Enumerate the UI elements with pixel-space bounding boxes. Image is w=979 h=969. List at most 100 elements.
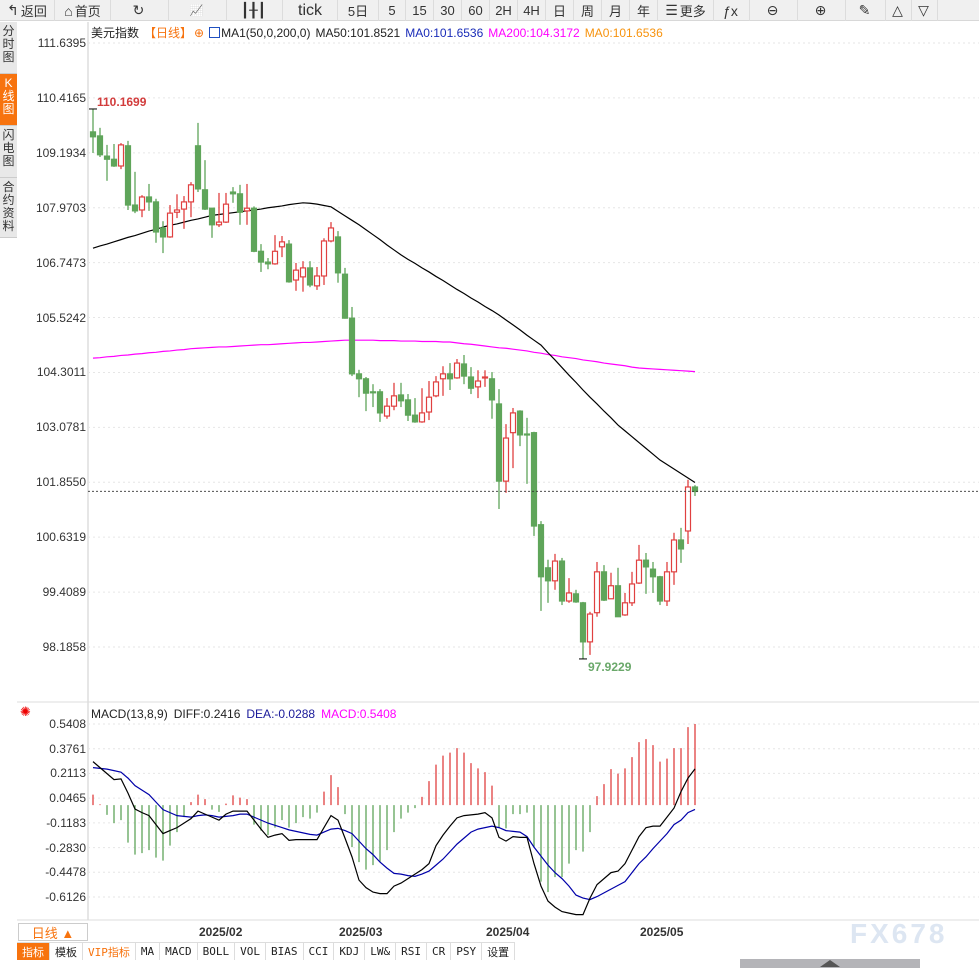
tab-contract-info[interactable]: 合约资料 xyxy=(0,178,17,238)
candle-body xyxy=(208,207,216,226)
toolbar-label: 2H xyxy=(495,3,512,18)
indicator-tab[interactable]: CR xyxy=(427,943,452,960)
toolbar-label: 60 xyxy=(468,3,483,18)
symbol-name: 美元指数 xyxy=(91,26,140,40)
zoom-in-button[interactable]: ⊕ xyxy=(798,0,846,21)
candle-body xyxy=(117,144,125,167)
horizontal-scrollbar[interactable] xyxy=(740,959,920,968)
indicator-tab[interactable]: BOLL xyxy=(197,943,236,960)
indicator-tab[interactable]: 设置 xyxy=(482,943,516,960)
candle-body xyxy=(215,221,223,226)
price-tick-label: 105.5242 xyxy=(35,310,86,325)
tab-flash-chart[interactable]: 闪电图 xyxy=(0,126,17,178)
macd-value: MACD:0.5408 xyxy=(321,707,397,721)
candle-body xyxy=(243,207,251,212)
toolbar-button[interactable]: 5 xyxy=(379,0,406,21)
toolbar-button[interactable]: 月 xyxy=(602,0,630,21)
toolbar-button[interactable]: 2H xyxy=(490,0,518,21)
candle-body xyxy=(124,145,132,206)
toolbar-label: tick xyxy=(298,1,322,19)
candle-body xyxy=(348,317,356,375)
candle-body xyxy=(439,373,447,380)
candle-body xyxy=(418,412,426,423)
macd-tick-label: -0.6126 xyxy=(45,890,86,904)
date-label: 2025/05 xyxy=(640,925,684,939)
candle-body xyxy=(509,412,517,434)
candle-body xyxy=(320,240,328,277)
add-indicator-icon[interactable]: ⊕ xyxy=(194,26,205,40)
candle-body xyxy=(271,250,279,265)
diff-line xyxy=(92,761,696,916)
low-price-label: 97.9229 xyxy=(588,660,632,674)
toolbar-button[interactable]: 4H xyxy=(518,0,546,21)
macd-tick-label: -0.4478 xyxy=(45,865,86,880)
indicator-tab[interactable]: CCI xyxy=(303,943,335,960)
back-arrow-icon: ↰ xyxy=(7,2,19,18)
indicator-tab[interactable]: VIP指标 xyxy=(83,943,136,960)
candle-body xyxy=(677,539,685,550)
candle-body xyxy=(551,560,559,582)
zoom-out-button[interactable]: ⊖ xyxy=(750,0,798,21)
tab-time-chart[interactable]: 分时图 xyxy=(0,22,17,74)
candle-body xyxy=(278,241,286,248)
candle-body xyxy=(229,191,237,195)
candlestick-button[interactable]: ┃╂┃ xyxy=(227,0,283,21)
triangle-down-button[interactable]: ▽ xyxy=(912,0,938,21)
ma50-value: MA50:101.8521 xyxy=(315,26,401,40)
candle-body xyxy=(544,567,552,582)
candle-body xyxy=(250,207,258,252)
toolbar-label: 返回 xyxy=(20,4,47,19)
triangle-up-button[interactable]: △ xyxy=(886,0,912,21)
toolbar-home-button[interactable]: ⌂ 首页 xyxy=(55,0,111,21)
refresh-button[interactable]: ↻ xyxy=(111,0,169,21)
ma-chart-icon[interactable] xyxy=(209,27,221,38)
indicator-tab[interactable]: BIAS xyxy=(266,943,304,960)
zoom-out-icon: ⊖ xyxy=(766,2,779,18)
indicator-tab[interactable]: KDJ xyxy=(334,943,366,960)
candle-body xyxy=(516,410,524,436)
candle-body xyxy=(166,212,174,238)
toolbar-label: 5日 xyxy=(347,4,369,19)
toolbar-button[interactable]: 日 xyxy=(546,0,574,21)
candlestick-icon: ┃╂┃ xyxy=(240,2,267,18)
toolbar-menu-button[interactable]: ☰ 更多 xyxy=(658,0,714,21)
toolbar-label: 月 xyxy=(608,4,622,19)
price-tick-label: 107.9703 xyxy=(35,200,86,215)
toolbar-button[interactable]: 15 xyxy=(406,0,434,21)
toolbar-button[interactable]: 30 xyxy=(434,0,462,21)
toolbar-label: 15 xyxy=(412,3,427,18)
indicator-tab[interactable]: VOL xyxy=(235,943,266,960)
candle-body xyxy=(495,403,503,482)
toolbar-button[interactable]: 60 xyxy=(462,0,490,21)
candle-body xyxy=(446,373,454,380)
indicator-tab[interactable]: LW& xyxy=(365,943,397,960)
scroll-up-icon[interactable] xyxy=(820,960,840,967)
toolbar-button[interactable]: 周 xyxy=(574,0,602,21)
period-button[interactable]: 日线 ▲ xyxy=(18,923,88,941)
toolbar-label: 年 xyxy=(636,4,650,19)
indicator-tab[interactable]: 指标 xyxy=(17,943,50,960)
indicator-tab[interactable]: 模板 xyxy=(50,943,83,960)
toolbar-button[interactable]: tick xyxy=(283,0,338,21)
macd-settings-icon[interactable]: ✺ xyxy=(20,704,31,719)
candle-body xyxy=(369,391,377,394)
toolbar-label: 30 xyxy=(440,3,455,18)
indicator-tab[interactable]: PSY xyxy=(451,943,483,960)
candle-body xyxy=(656,576,664,602)
candle-body xyxy=(628,583,636,604)
toolbar-button[interactable]: 5日 xyxy=(338,0,379,21)
candle-body xyxy=(530,432,538,527)
toolbar-label: 更多 xyxy=(679,4,706,19)
toolbar-back-arrow-button[interactable]: ↰ 返回 xyxy=(0,0,55,21)
price-chart: 110.1699 97.9229 xyxy=(17,22,979,921)
indicator-tabs: 指标 模板 VIP指标 MA MACD BOLL VOL BIAS CCI KDJ LW& RSI CR… xyxy=(17,942,516,960)
fx-button[interactable]: ƒx xyxy=(714,0,750,21)
indicator-tab[interactable]: MACD xyxy=(160,943,198,960)
pen-button[interactable]: ✎ xyxy=(846,0,886,21)
tab-kline-chart[interactable]: K线图 xyxy=(0,74,17,126)
macd-tick-label: 0.2113 xyxy=(50,766,86,781)
bar-chart-button[interactable]: 📈 xyxy=(169,0,227,21)
toolbar-button[interactable]: 年 xyxy=(630,0,658,21)
indicator-tab[interactable]: RSI xyxy=(396,943,427,960)
indicator-tab[interactable]: MA xyxy=(135,943,161,960)
